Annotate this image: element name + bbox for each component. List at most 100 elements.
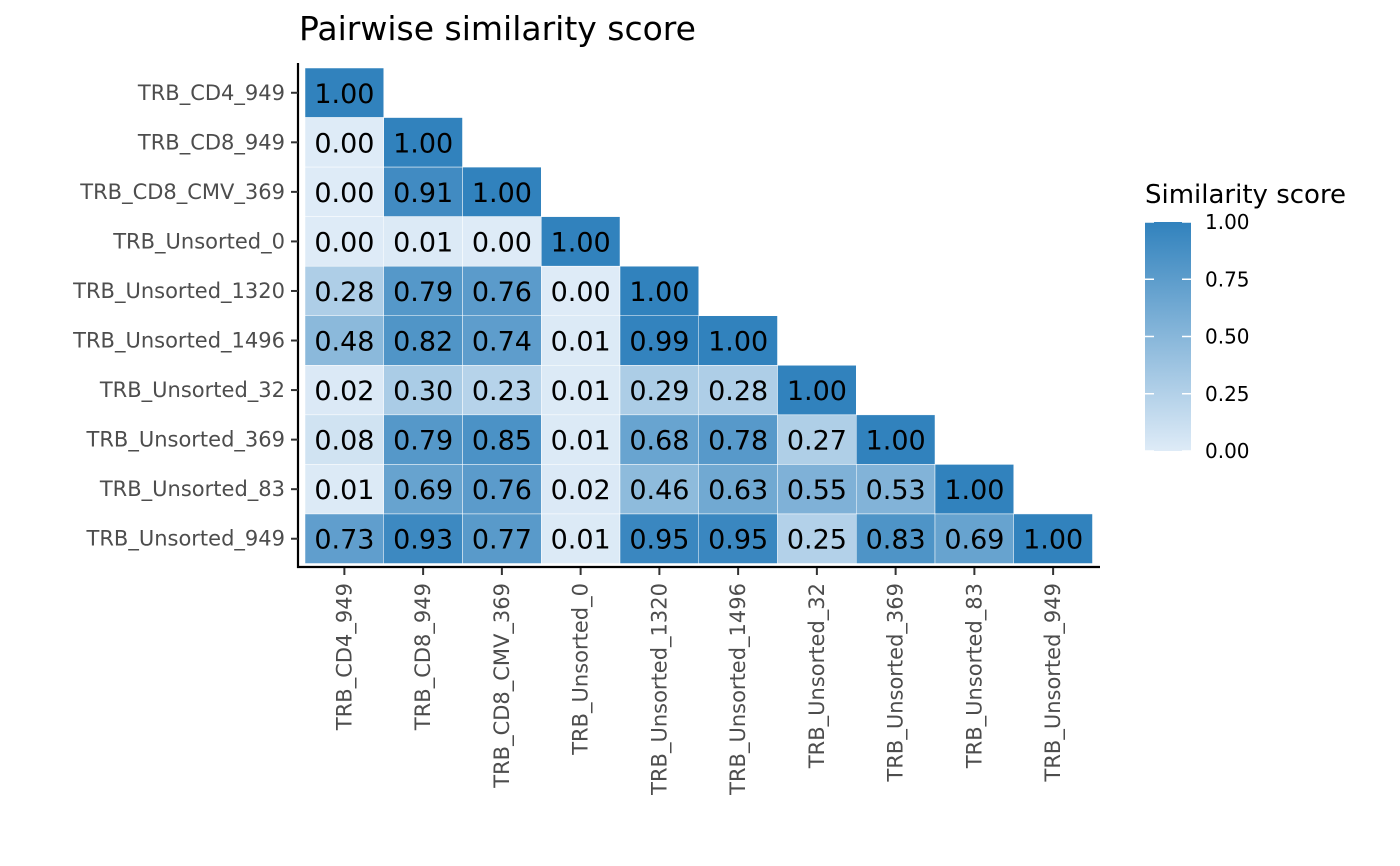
cell-value-label: 0.08 [314,426,374,457]
heatmap-cell [462,265,542,317]
x-tick-label: TRB_Unsorted_1320 [647,583,672,796]
legend-ticks: 0.00 0.25 0.50 0.75 1.00 [1145,210,1250,463]
cell-value-label: 0.00 [314,178,374,209]
heatmap-cell [462,464,542,515]
x-tick-label: TRB_Unsorted_83 [962,583,987,769]
cell-value-label: 0.00 [472,227,532,258]
legend-tick-label: 0.50 [1205,325,1250,349]
heatmap-cell [541,365,621,416]
heatmap-cell [934,464,1014,515]
heatmap-cell [934,513,1014,564]
cell-value-label: 0.01 [551,376,611,407]
cell-value-label: 0.76 [472,277,532,308]
cell-value-label: 0.00 [314,128,374,159]
x-tick-label: TRB_CD8_CMV_369 [490,583,515,789]
heatmap-cell [462,166,542,217]
axes [296,63,1100,569]
heatmap-cell [698,513,778,564]
cell-value-label: 0.95 [708,525,768,556]
heatmap-cell [698,464,778,515]
x-axis-ticks: TRB_CD4_949 TRB_CD8_949 TRB_CD8_CMV_369 TRB… [332,568,1066,796]
cell-value-label: 0.74 [472,327,532,358]
heatmap-cell [304,513,384,564]
x-tick-label: TRB_Unsorted_1496 [726,583,751,796]
heatmap-cell [698,315,778,366]
cell-value-label: 0.85 [472,426,532,457]
cell-value-label: 0.93 [393,525,453,556]
cell-value-label: 1.00 [393,128,453,159]
heatmap-cell [1013,513,1093,564]
cell-value-label: 0.02 [314,376,374,407]
heatmap-cell [383,265,463,317]
x-tick-label: TRB_Unsorted_949 [1041,583,1066,783]
cell-value-label: 0.69 [393,475,453,506]
heatmap-cell [383,216,463,267]
x-tick-label: TRB_Unsorted_369 [884,583,909,783]
heatmap-cell [619,265,699,317]
cell-value-label: 0.28 [314,277,374,308]
cell-value-label: 0.46 [629,475,689,506]
cell-value-label: 0.29 [629,376,689,407]
cell-value-label: 0.68 [629,426,689,457]
heatmap-cell [777,365,857,416]
heatmap-cell [777,464,857,515]
heatmap-cell [304,365,384,416]
cell-value-label: 0.77 [472,525,532,556]
heatmap-cell [541,464,621,515]
heatmap-cell [462,513,542,564]
cell-value-label: 0.53 [866,475,926,506]
cell-value-label: 0.01 [551,525,611,556]
heatmap-cell [383,464,463,515]
heatmap-cell [304,117,384,168]
heatmap-cell [304,315,384,366]
heatmap-cell [541,315,621,366]
cell-value-label: 0.63 [708,475,768,506]
cell-value-label: 0.99 [629,327,689,358]
x-tick-label: TRB_Unsorted_32 [805,583,830,769]
cell-value-label: 0.23 [472,376,532,407]
heatmap-cell [462,414,542,465]
cell-value-label: 0.73 [314,525,374,556]
cell-value-label: 1.00 [551,227,611,258]
y-tick-label: TRB_Unsorted_83 [99,477,285,502]
heatmap-cell [619,513,699,564]
cell-value-label: 1.00 [787,376,847,407]
y-tick-label: TRB_Unsorted_1496 [72,329,285,354]
cell-value-label: 0.55 [787,475,847,506]
heatmap-cell [304,464,384,515]
heatmap-cell [304,166,384,217]
y-tick-label: TRB_Unsorted_32 [99,378,285,403]
heatmap-cells: 1.00 0.00 1.00 0.00 0.91 1.00 0.00 0.01 0.00 1.00… [304,67,1093,564]
cell-value-label: 0.95 [629,525,689,556]
cell-value-label: 1.00 [472,178,532,209]
heatmap-cell [304,414,384,465]
heatmap-cell [383,315,463,366]
y-tick-label: TRB_Unsorted_369 [86,428,286,453]
y-tick-label: TRB_CD8_949 [137,130,285,155]
heatmap-cell [541,216,621,267]
legend-tick-label: 0.25 [1205,382,1250,406]
cell-value-label: 1.00 [944,475,1004,506]
y-tick-label: TRB_Unsorted_1320 [72,279,285,304]
heatmap-cell [777,414,857,465]
cell-value-label: 0.69 [944,525,1004,556]
cell-value-label: 1.00 [708,327,768,358]
cell-value-label: 0.01 [551,327,611,358]
heatmap-cell [462,315,542,366]
chart-title: Pairwise similarity score [299,9,696,48]
heatmap-cell [541,265,621,317]
cell-value-label: 0.79 [393,277,453,308]
legend-tick-label: 0.75 [1205,267,1250,291]
legend: Similarity score 0.00 0.25 0.50 0.75 1.00 [1145,180,1346,463]
y-tick-label: TRB_CD4_949 [137,81,285,106]
cell-value-label: 0.28 [708,376,768,407]
cell-value-label: 0.01 [314,475,374,506]
heatmap-cell [383,365,463,416]
cell-value-label: 0.79 [393,426,453,457]
cell-value-label: 1.00 [1023,525,1083,556]
y-tick-label: TRB_CD8_CMV_369 [79,180,285,205]
cell-value-label: 0.91 [393,178,453,209]
cell-value-label: 0.76 [472,475,532,506]
cell-value-label: 0.82 [393,327,453,358]
